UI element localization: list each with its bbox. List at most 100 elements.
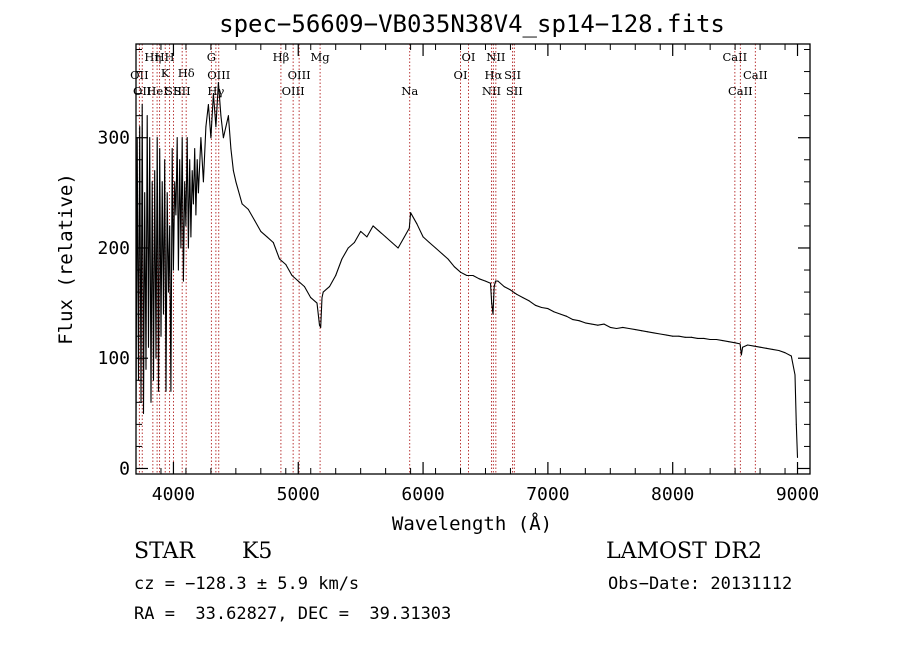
data-point (285, 264, 287, 265)
data-point (168, 291, 169, 293)
data-point (666, 334, 667, 336)
data-point (279, 258, 280, 260)
chart-title: spec−56609−VB035N38V4_sp14−128.fits (219, 10, 725, 38)
data-point (609, 326, 611, 328)
data-point (603, 323, 605, 325)
data-point (200, 137, 202, 139)
line-marker-label: OIII (282, 84, 305, 98)
data-point (428, 242, 430, 243)
data-point (141, 104, 143, 106)
data-point (210, 137, 212, 139)
data-point (728, 341, 730, 343)
line-marker-label: OIII (288, 68, 311, 82)
data-point (139, 126, 141, 128)
data-point (174, 181, 176, 183)
data-point (790, 355, 792, 357)
data-point (260, 230, 262, 232)
data-point (734, 342, 736, 344)
object-class: STAR (134, 539, 195, 564)
data-point (179, 159, 181, 161)
data-point (572, 319, 574, 321)
line-marker-layer: OIIOIIHηHeIHKHSIISIIHδGHγOIIIHβOIIIOIIIM… (130, 44, 768, 474)
data-point (176, 137, 178, 139)
data-point (522, 297, 524, 299)
x-tick-label: 9000 (776, 484, 819, 505)
line-marker-label: H (155, 50, 165, 64)
line-marker-label: CaII (743, 68, 768, 82)
data-point (628, 328, 630, 329)
data-point (319, 324, 320, 326)
line-marker-label: OII (130, 68, 149, 82)
data-point (163, 313, 164, 315)
data-point (466, 275, 468, 276)
data-point (171, 148, 173, 150)
data-point (161, 181, 163, 183)
data-point (715, 339, 717, 340)
x-tick-label: 6000 (401, 484, 444, 505)
line-marker-label: Mg (311, 50, 331, 64)
data-point (191, 170, 193, 172)
data-point (490, 282, 491, 284)
data-point (765, 347, 767, 349)
data-point (485, 280, 486, 282)
data-point (360, 230, 362, 232)
data-point (534, 304, 536, 306)
data-point (181, 137, 183, 139)
line-marker-label: Hδ (178, 66, 195, 80)
data-point (759, 346, 761, 348)
data-point (202, 181, 204, 183)
data-point (335, 275, 337, 276)
data-point (170, 390, 172, 392)
data-point (154, 170, 156, 172)
y-tick-label: 100 (97, 348, 130, 369)
data-point (227, 115, 229, 117)
data-point (316, 302, 318, 304)
data-point (622, 326, 624, 328)
data-point (647, 331, 649, 333)
spectrum-line (135, 82, 799, 458)
data-point (397, 247, 399, 249)
survey-name: LAMOST DR2 (606, 539, 762, 564)
data-point (528, 300, 530, 302)
data-point (329, 286, 330, 288)
plot-frame (135, 43, 811, 475)
data-point (378, 230, 380, 232)
line-marker-label: NII (486, 50, 505, 64)
data-point (310, 297, 312, 299)
x-tick-label: 5000 (277, 484, 320, 505)
data-point (341, 258, 343, 260)
x-tick-label: 4000 (152, 484, 195, 505)
data-point (453, 266, 455, 268)
data-point (553, 311, 555, 313)
data-point (241, 203, 243, 205)
data-point (541, 307, 543, 308)
data-point (353, 242, 355, 243)
data-point (217, 82, 219, 84)
data-point (472, 275, 474, 276)
data-point (205, 126, 207, 128)
data-point (422, 236, 424, 238)
data-point (160, 335, 162, 337)
data-point (547, 308, 549, 310)
x-axis-label: Wavelength (Å) (392, 512, 552, 535)
series-layer (135, 82, 799, 458)
data-point (797, 457, 798, 458)
data-point (180, 247, 182, 249)
data-point (165, 390, 167, 392)
data-point (182, 280, 184, 282)
data-point (272, 242, 274, 243)
data-point (742, 346, 744, 348)
y-tick-label: 300 (97, 128, 130, 149)
data-point (684, 336, 686, 338)
line-marker-label: NII (482, 84, 501, 98)
data-point (597, 324, 599, 326)
data-point (322, 291, 324, 293)
data-point (347, 247, 349, 249)
line-marker-label: SII (506, 84, 523, 98)
data-point (247, 208, 249, 210)
data-point (177, 269, 179, 271)
data-point (146, 115, 148, 117)
line-marker-label: G (207, 50, 216, 64)
data-point (153, 379, 154, 381)
data-point (235, 181, 237, 183)
